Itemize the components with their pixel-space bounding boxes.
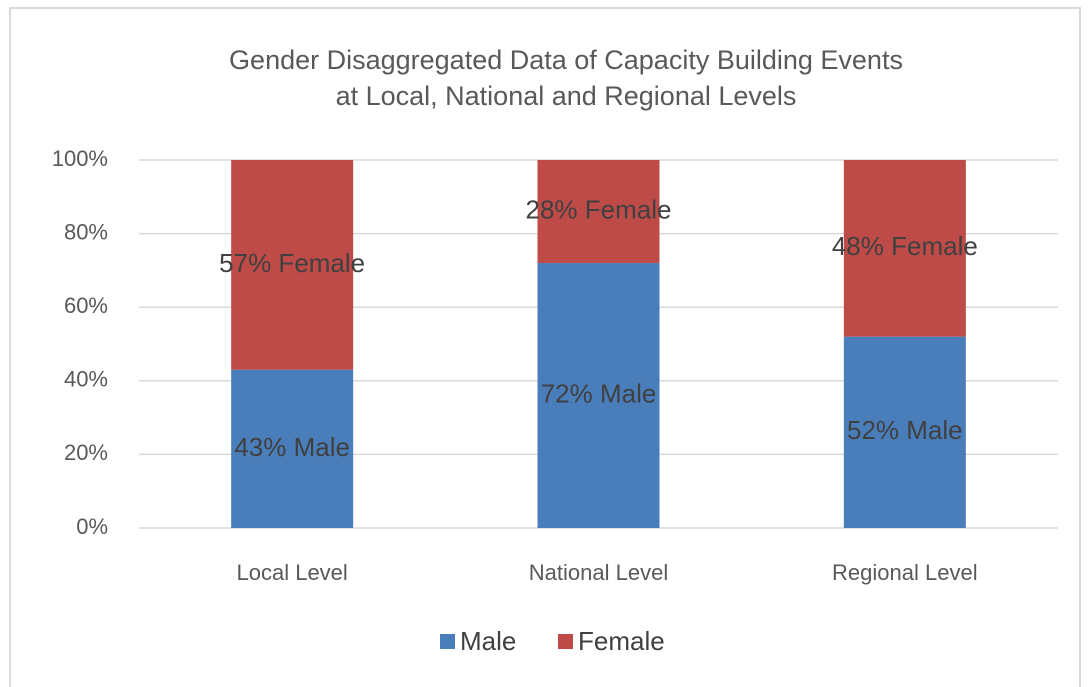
data-label: 48% Female xyxy=(832,231,978,261)
data-label: 28% Female xyxy=(526,194,672,224)
data-label: 52% Male xyxy=(847,415,963,445)
legend-swatch xyxy=(558,634,573,649)
bar-segment xyxy=(843,336,966,528)
bar-segment xyxy=(231,160,354,370)
data-label: 43% Male xyxy=(234,432,350,462)
legend-label: Male xyxy=(460,626,516,656)
x-tick-label: Local Level xyxy=(237,560,348,585)
x-tick-label: Regional Level xyxy=(832,560,978,585)
legend-label: Female xyxy=(578,626,665,656)
bar-segment xyxy=(843,160,966,337)
chart-title: Gender Disaggregated Data of Capacity Bu… xyxy=(229,45,903,75)
data-label: 57% Female xyxy=(219,248,365,278)
bar-segment xyxy=(537,160,660,264)
bar-segment xyxy=(537,263,660,528)
data-label: 72% Male xyxy=(541,378,657,408)
y-tick-label: 40% xyxy=(64,367,108,392)
bar-segment xyxy=(231,369,354,528)
chart-title: at Local, National and Regional Levels xyxy=(336,81,797,111)
y-tick-label: 80% xyxy=(64,219,108,244)
y-tick-label: 0% xyxy=(76,514,108,539)
y-tick-label: 100% xyxy=(52,146,108,171)
y-tick-label: 60% xyxy=(64,293,108,318)
y-tick-label: 20% xyxy=(64,440,108,465)
x-tick-label: National Level xyxy=(529,560,668,585)
legend-swatch xyxy=(440,634,455,649)
